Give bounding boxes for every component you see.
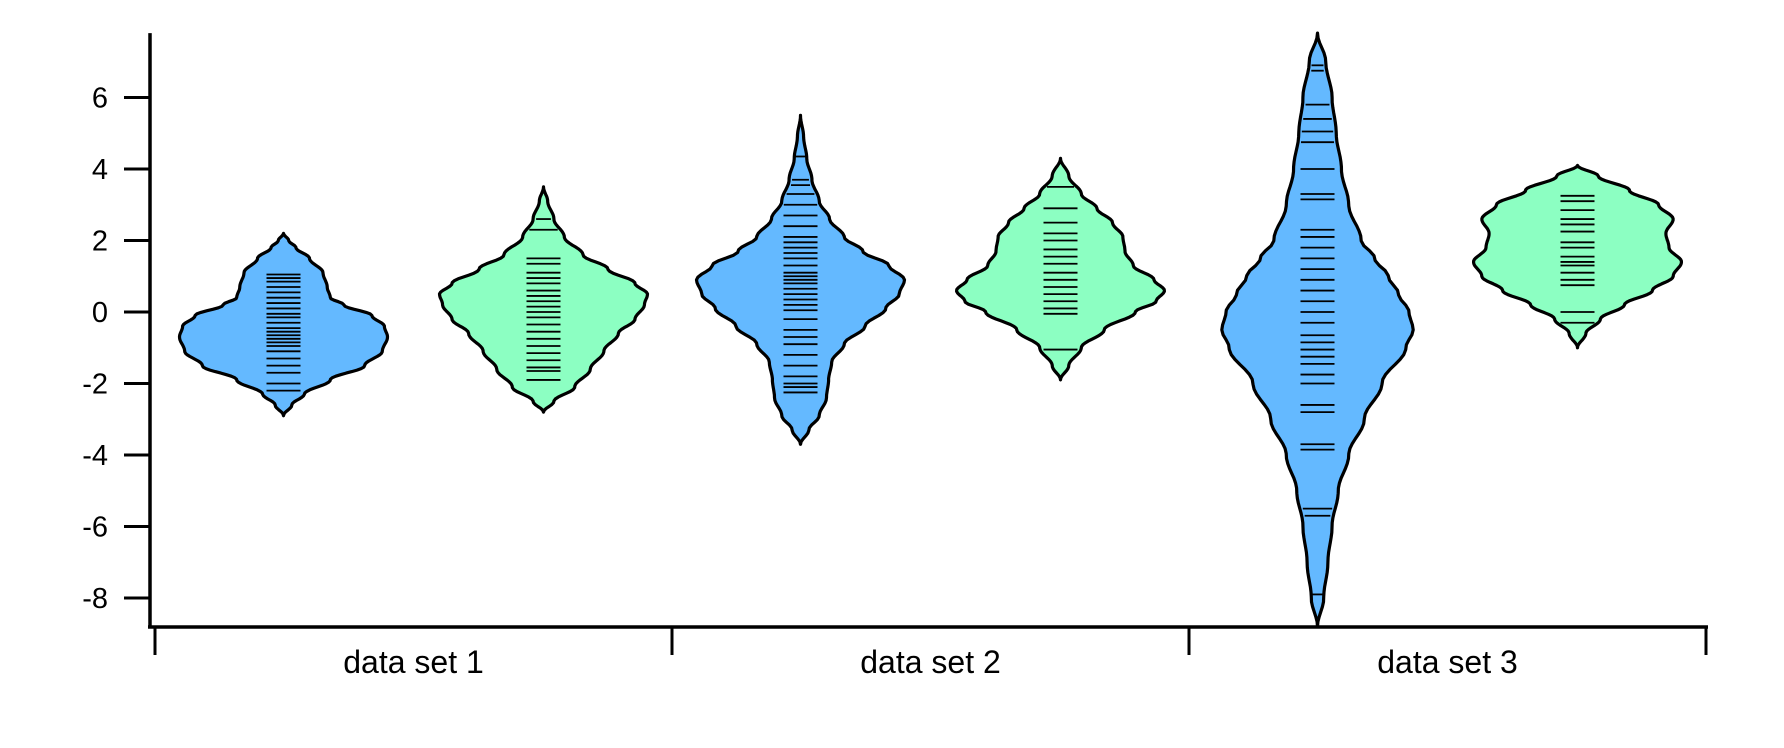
y-tick-label: 2 (92, 226, 108, 258)
violin-blue-3 (1220, 31, 1415, 629)
x-category-label: data set 1 (343, 644, 484, 680)
violins-layer (177, 31, 1683, 629)
violin-green-1 (437, 185, 650, 414)
y-tick-label: -6 (82, 512, 108, 544)
x-category-label: data set 2 (860, 644, 1001, 680)
violin-blue-1 (177, 231, 390, 418)
y-tick-label: -8 (82, 583, 108, 615)
y-tick-label: 0 (92, 297, 108, 329)
y-tick-label: 6 (92, 83, 108, 115)
x-category-label: data set 3 (1377, 644, 1518, 680)
y-tick-label: -4 (82, 440, 108, 472)
y-tick-label: -2 (82, 369, 108, 401)
axes: 6 4 2 0 -2 -4 -6 -8 data set 1 data set 2 data set… (82, 33, 1708, 680)
y-tick-label: 4 (92, 154, 108, 186)
violin-green-2 (955, 156, 1166, 382)
